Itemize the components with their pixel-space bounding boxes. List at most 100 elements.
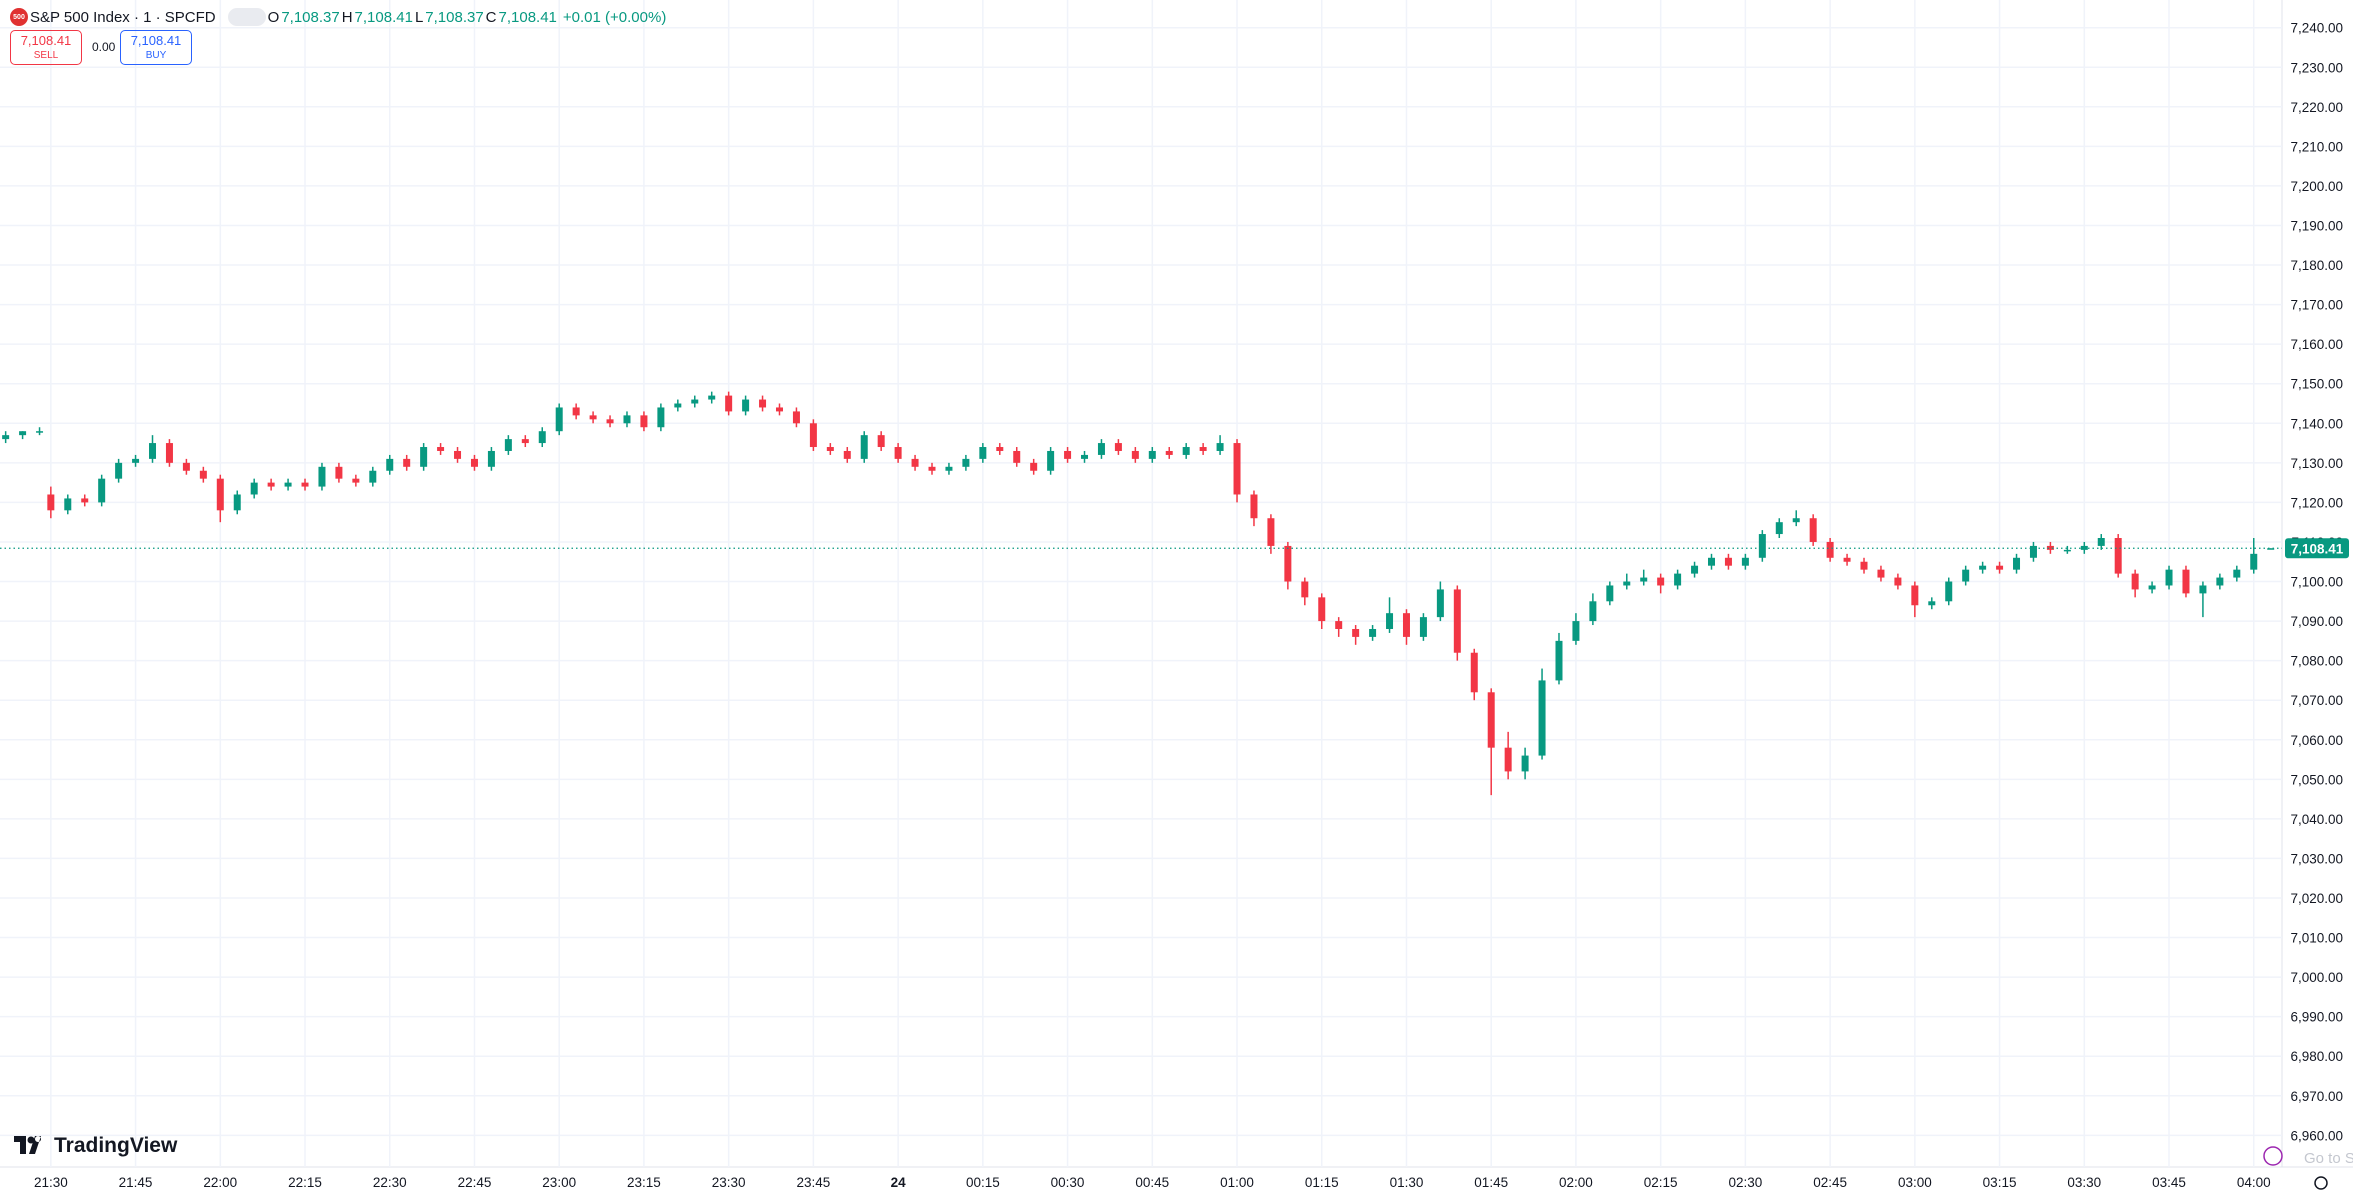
symbol-name[interactable]: S&P 500 Index · 1 · SPCFD (30, 8, 216, 26)
buy-button[interactable]: 7,108.41 BUY (120, 30, 192, 65)
brand-icon (14, 1136, 42, 1154)
candle-body (182, 462, 190, 471)
candle-body (1402, 613, 1410, 637)
sell-button[interactable]: 7,108.41 SELL (10, 30, 82, 65)
l-label: L (414, 8, 424, 26)
candle-body (487, 450, 495, 467)
candle-body (1335, 621, 1343, 629)
x-tick-label: 23:30 (712, 1175, 746, 1190)
candle-body (454, 450, 462, 459)
candle-body (555, 407, 563, 432)
x-tick-label: 01:15 (1305, 1175, 1339, 1190)
candle-body (267, 482, 275, 487)
x-tick-label: 00:15 (966, 1175, 1000, 1190)
candle-body (1691, 565, 1699, 574)
y-tick-label: 7,010.00 (2290, 931, 2343, 946)
x-tick-label: 21:45 (119, 1175, 153, 1190)
settings-icon (2314, 1176, 2328, 1190)
candle-body (233, 494, 241, 511)
candle-body (1369, 628, 1377, 637)
candle-body (640, 415, 648, 428)
x-tick-label: 03:30 (2067, 1175, 2101, 1190)
candle-body (1199, 447, 1207, 451)
y-tick-label: 7,080.00 (2290, 654, 2343, 669)
candle-body (2148, 585, 2156, 590)
candle-body (301, 482, 309, 487)
candle-body (2250, 553, 2258, 570)
x-tick-label: 03:00 (1898, 1175, 1932, 1190)
candle-body (2, 435, 10, 440)
x-tick-label: 02:15 (1644, 1175, 1678, 1190)
y-tick-label: 7,230.00 (2290, 60, 2343, 75)
candle-body (1758, 534, 1766, 558)
x-tick-label: 22:30 (373, 1175, 407, 1190)
x-tick-label: 00:45 (1135, 1175, 1169, 1190)
x-tick-label: 21:30 (34, 1175, 68, 1190)
candle-body (437, 447, 445, 451)
candle-body (64, 498, 72, 511)
candle-body (81, 498, 89, 503)
candle-body (928, 466, 936, 471)
candle-body (1301, 581, 1309, 598)
candle-body (2267, 548, 2275, 550)
lightning-icon (2263, 1146, 2283, 1166)
candle-body (1131, 450, 1139, 459)
candle-body (1064, 450, 1072, 459)
y-tick-label: 7,040.00 (2290, 812, 2343, 827)
candle-body (691, 399, 699, 404)
candle-body (826, 447, 834, 451)
y-tick-label: 7,130.00 (2290, 456, 2343, 471)
candle-body (1640, 577, 1648, 582)
x-tick-label: 23:00 (542, 1175, 576, 1190)
candle-body (1708, 557, 1715, 566)
x-tick-label: 22:00 (203, 1175, 237, 1190)
sell-label: SELL (33, 50, 59, 61)
x-tick-label: 00:30 (1051, 1175, 1085, 1190)
x-tick-label: 01:45 (1474, 1175, 1508, 1190)
candle-body (1386, 613, 1394, 629)
candle-body (1826, 541, 1834, 558)
candle-body (420, 447, 428, 467)
candle-body (1521, 755, 1529, 772)
candle-body (674, 403, 682, 408)
candle-body (1047, 450, 1055, 471)
candle-body (996, 447, 1004, 451)
candle-body (1267, 518, 1275, 546)
candle-body (1911, 585, 1919, 606)
y-tick-label: 6,970.00 (2290, 1089, 2343, 1104)
y-tick-label: 7,220.00 (2290, 100, 2343, 115)
toggle[interactable] (227, 8, 266, 26)
candle-body (1148, 450, 1156, 459)
candle-body (47, 494, 55, 511)
sell-price: 7,108.41 (20, 33, 72, 48)
y-tick-label: 7,030.00 (2290, 851, 2343, 866)
go-to[interactable]: Go to S (2304, 1150, 2353, 1167)
candle-body (2063, 549, 2071, 552)
candle-body (1724, 557, 1732, 566)
candle-body (1233, 443, 1241, 495)
candle-body (1928, 601, 1936, 606)
change: +0.01 (+0.00%) (562, 8, 667, 26)
y-tick-label: 7,100.00 (2290, 575, 2343, 590)
x-tick-label: 24 (891, 1175, 907, 1190)
y-tick-label: 7,190.00 (2290, 218, 2343, 233)
x-tick-label: 22:45 (458, 1175, 492, 1190)
candle-body (284, 482, 292, 487)
brand[interactable]: TradingView (14, 1134, 177, 1158)
candle-body (1436, 589, 1444, 618)
y-tick-label: 7,090.00 (2290, 614, 2343, 629)
candle-body (1945, 581, 1953, 602)
candle-body (2029, 545, 2037, 558)
x-tick-label: 01:00 (1220, 1175, 1254, 1190)
candle-body (911, 458, 919, 467)
candle-body (877, 435, 885, 448)
candle-body (843, 450, 851, 459)
y-tick-label: 7,020.00 (2290, 891, 2343, 906)
candle-body (1589, 601, 1597, 622)
candle-body (2233, 569, 2241, 578)
candle-body (1216, 443, 1224, 451)
candle-body (2216, 577, 2224, 586)
y-tick-label: 7,160.00 (2290, 337, 2343, 352)
candle-body (809, 423, 817, 448)
candle-body (962, 458, 970, 467)
